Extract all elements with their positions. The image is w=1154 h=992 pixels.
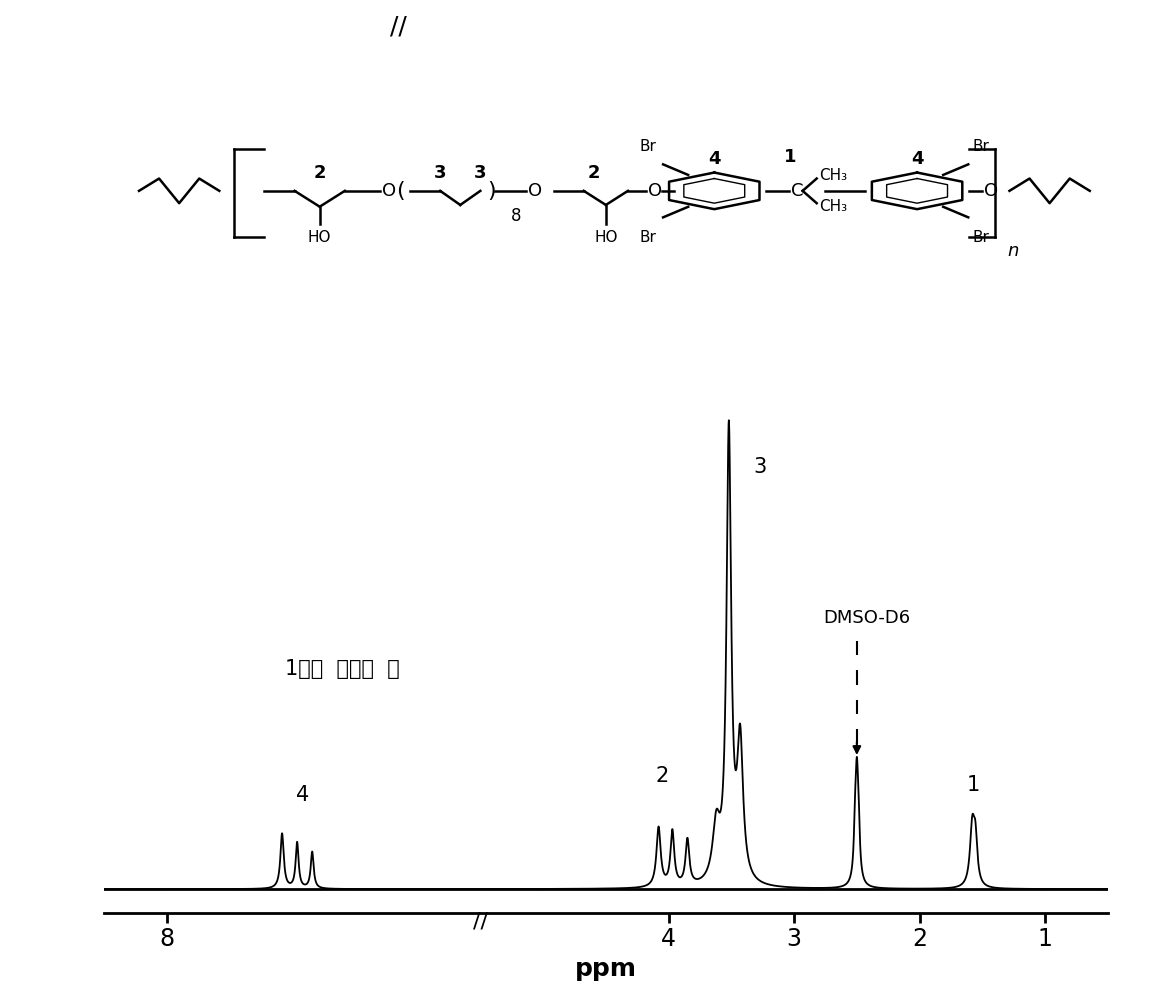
Text: O: O <box>382 182 396 199</box>
Text: 3: 3 <box>754 456 767 476</box>
Text: 4: 4 <box>911 150 923 168</box>
Text: 1: 1 <box>785 148 796 167</box>
Text: Br: Br <box>639 139 655 154</box>
Text: CH₃: CH₃ <box>818 199 847 214</box>
Text: 1号阵  燃高分  子: 1号阵 燃高分 子 <box>285 659 399 679</box>
Text: //: // <box>473 911 488 931</box>
Text: O: O <box>649 182 662 199</box>
X-axis label: ppm: ppm <box>575 956 637 981</box>
Text: 2: 2 <box>587 164 600 183</box>
Text: 3: 3 <box>474 164 487 183</box>
Text: 1: 1 <box>967 776 980 796</box>
Text: CH₃: CH₃ <box>818 168 847 183</box>
Text: n: n <box>1007 242 1019 260</box>
Text: 2: 2 <box>655 766 669 786</box>
Text: (: ( <box>397 181 405 200</box>
Text: Br: Br <box>973 139 989 154</box>
Text: 3: 3 <box>434 164 447 183</box>
Text: 2: 2 <box>314 164 325 183</box>
Text: O: O <box>527 182 541 199</box>
Text: 4: 4 <box>295 785 309 805</box>
Text: //: // <box>390 15 406 39</box>
Text: Br: Br <box>973 229 989 245</box>
Text: DMSO-D6: DMSO-D6 <box>823 608 911 627</box>
Text: 8: 8 <box>510 206 520 225</box>
Text: ): ) <box>487 181 496 200</box>
Text: 4: 4 <box>709 150 720 168</box>
Text: Br: Br <box>639 229 655 245</box>
Text: C: C <box>790 182 803 199</box>
Text: HO: HO <box>308 229 331 245</box>
Text: HO: HO <box>594 229 617 245</box>
Text: O: O <box>984 182 998 199</box>
